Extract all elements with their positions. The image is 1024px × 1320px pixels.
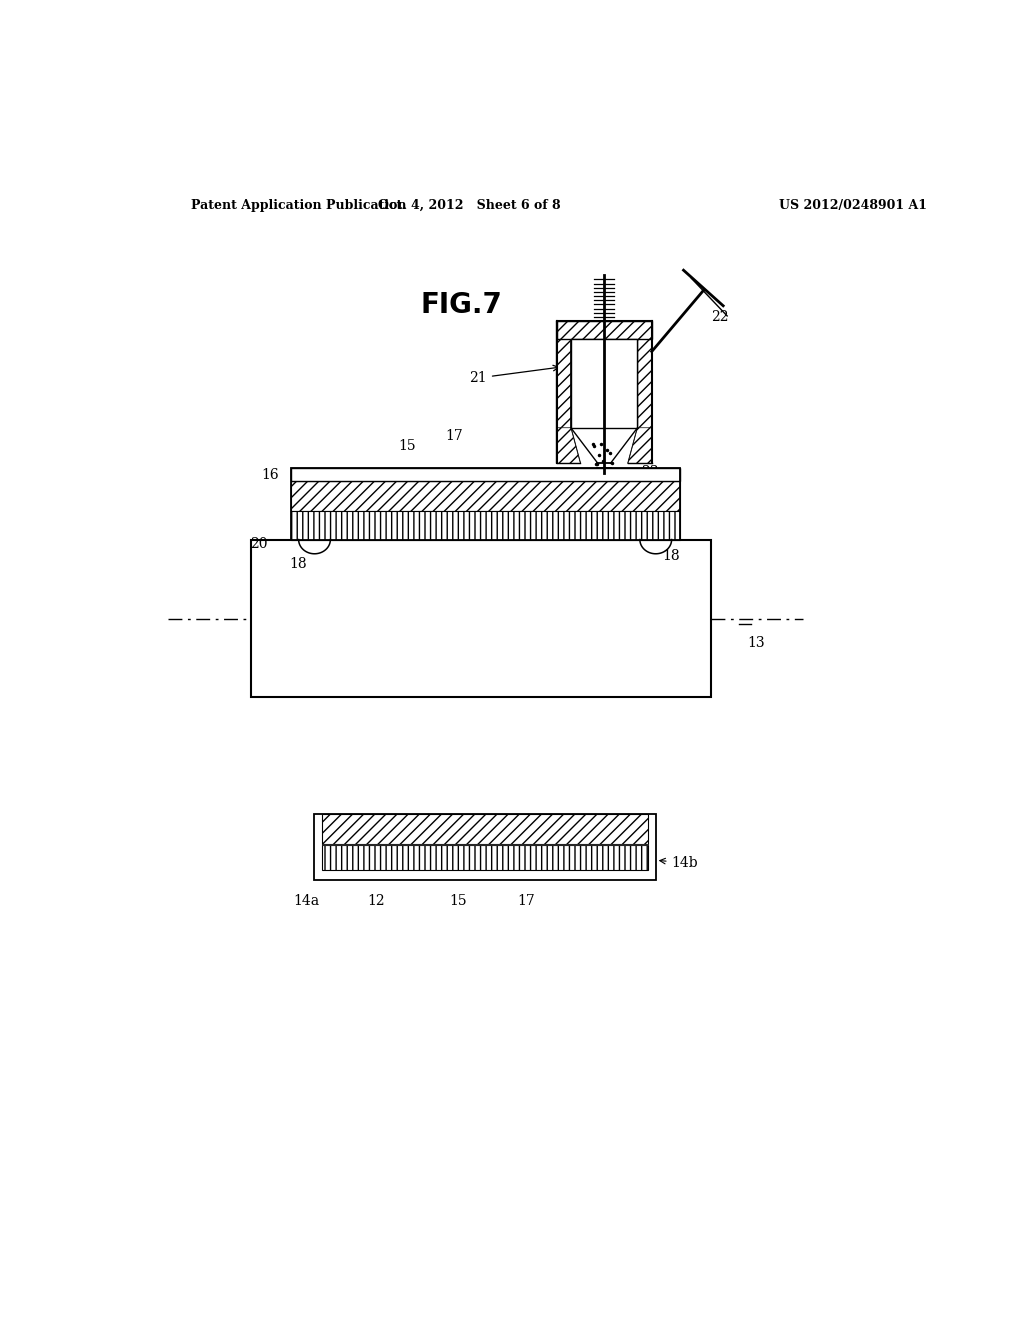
Text: US 2012/0248901 A1: US 2012/0248901 A1: [778, 199, 927, 213]
Text: FIG.7: FIG.7: [421, 290, 502, 318]
Text: Patent Application Publication: Patent Application Publication: [191, 199, 407, 213]
Bar: [291, 469, 680, 540]
Bar: [570, 339, 638, 428]
Text: 17: 17: [517, 895, 535, 908]
Text: 17: 17: [445, 429, 463, 444]
Text: 20: 20: [250, 537, 267, 550]
Bar: [323, 814, 648, 843]
Bar: [323, 845, 648, 870]
Text: 21: 21: [469, 366, 559, 385]
Polygon shape: [557, 321, 581, 463]
Text: Oct. 4, 2012   Sheet 6 of 8: Oct. 4, 2012 Sheet 6 of 8: [378, 199, 560, 213]
Text: 22: 22: [712, 310, 729, 323]
Text: 12: 12: [368, 895, 385, 908]
Bar: [251, 540, 712, 697]
Polygon shape: [628, 321, 651, 463]
Bar: [314, 814, 655, 880]
Bar: [291, 469, 680, 480]
Text: 14b: 14b: [659, 855, 698, 870]
Text: 16: 16: [261, 467, 279, 482]
Text: 15: 15: [449, 895, 467, 908]
Bar: [291, 511, 680, 540]
Bar: [557, 321, 652, 339]
Text: 14a: 14a: [294, 895, 319, 908]
Polygon shape: [628, 428, 651, 463]
Text: 13: 13: [748, 636, 765, 651]
Polygon shape: [557, 428, 581, 463]
Bar: [291, 480, 680, 511]
Text: 18: 18: [290, 557, 307, 572]
Text: 18: 18: [663, 549, 680, 562]
Text: 15: 15: [398, 440, 416, 453]
Text: 23: 23: [617, 465, 659, 483]
